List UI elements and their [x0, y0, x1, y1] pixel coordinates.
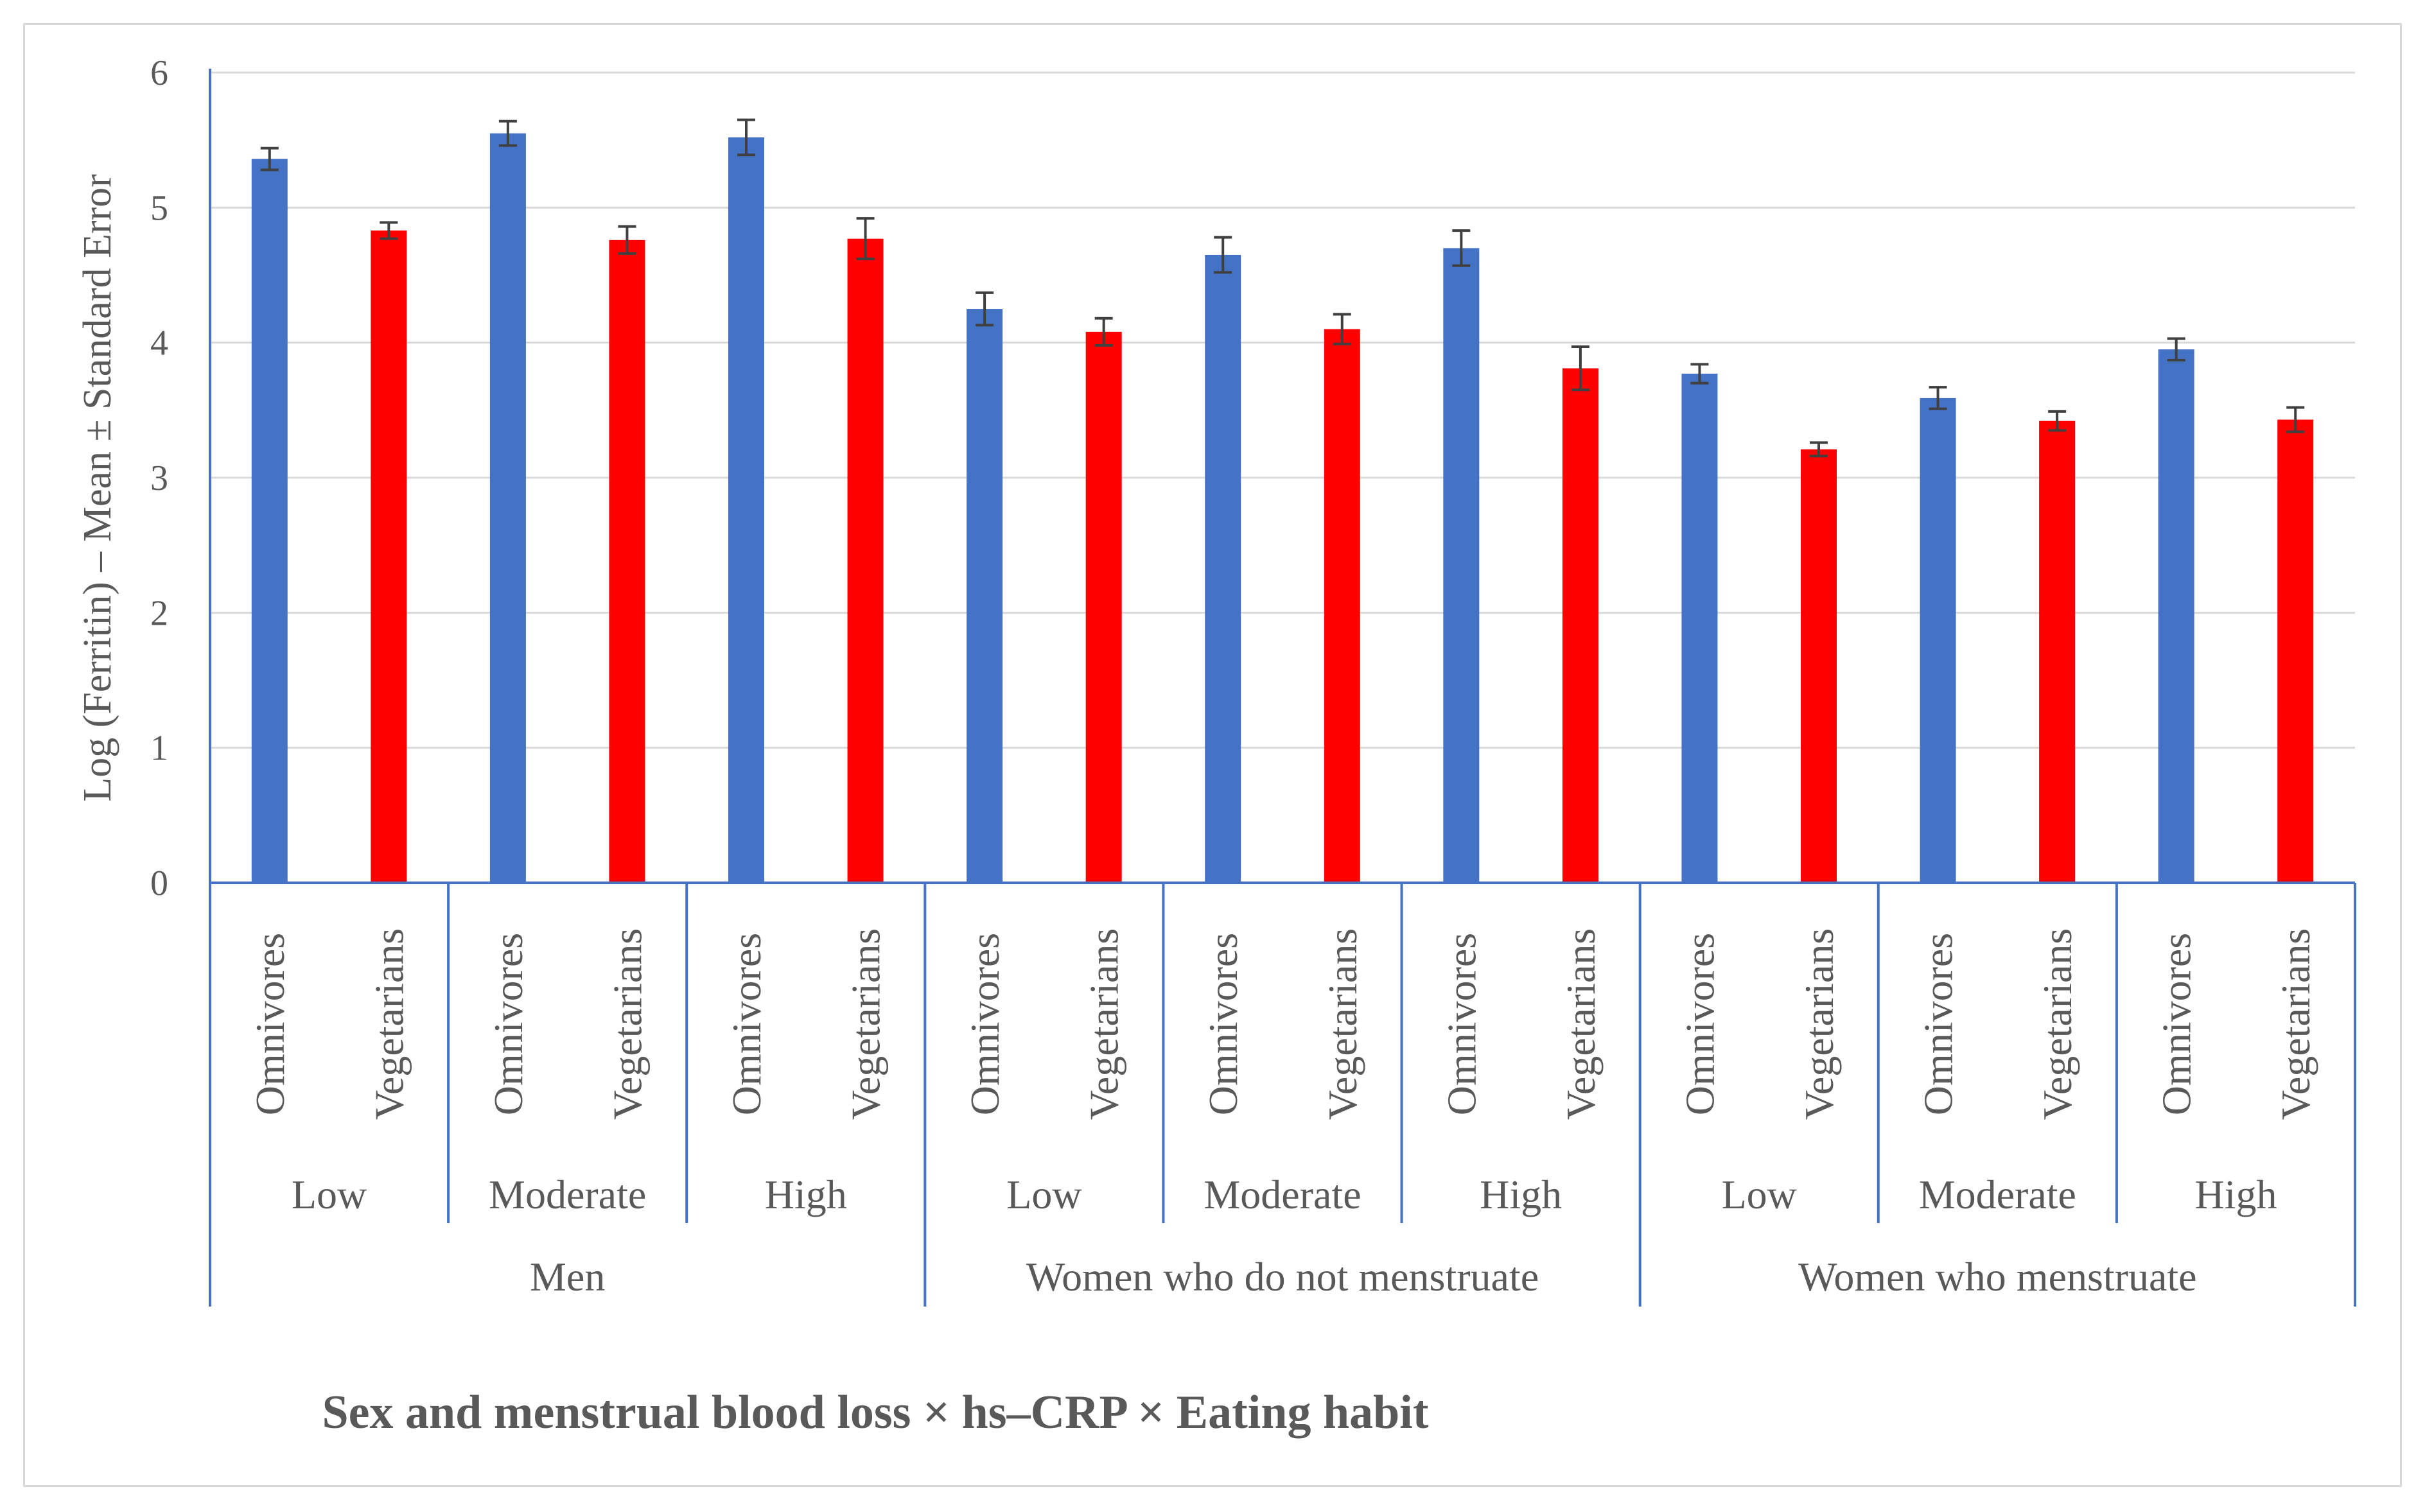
category-label-eating-habit: Vegetarians [1081, 928, 1127, 1120]
category-label-eating-habit: Omnivores [1677, 933, 1722, 1115]
bar-omnivores [1205, 254, 1241, 883]
y-tick-label: 1 [150, 729, 168, 769]
category-label-hs-crp: High [1480, 1172, 1562, 1217]
y-tick-label: 0 [150, 864, 168, 903]
category-label-hs-crp: Moderate [1204, 1172, 1361, 1217]
category-label-eating-habit: Vegetarians [604, 928, 650, 1120]
category-label-eating-habit: Vegetarians [2273, 928, 2318, 1120]
y-axis-title: Log (Ferritin) – Mean ± Standard Error [76, 174, 119, 802]
bar-omnivores [1681, 374, 1718, 883]
category-label-eating-habit: Vegetarians [843, 928, 889, 1120]
category-label-eating-habit: Vegetarians [1320, 928, 1365, 1120]
bar-omnivores [967, 309, 1003, 883]
bar-vegetarians [2277, 419, 2314, 883]
bars [251, 133, 2314, 883]
category-label-eating-habit: Omnivores [724, 933, 769, 1115]
y-tick-label: 6 [150, 53, 168, 93]
gridlines [210, 71, 2355, 749]
category-label-eating-habit: Omnivores [1439, 933, 1484, 1115]
bar-omnivores [2158, 349, 2194, 883]
category-label-eating-habit: Omnivores [1916, 933, 1961, 1115]
category-label-sex-group: Women who do not menstruate [1026, 1254, 1539, 1299]
category-label-hs-crp: High [765, 1172, 847, 1217]
category-label-hs-crp: Moderate [1919, 1172, 2076, 1217]
bar-vegetarians [1801, 449, 1837, 883]
category-axis [209, 69, 2356, 1307]
category-label-sex-group: Men [530, 1254, 605, 1299]
category-label-eating-habit: Omnivores [2154, 933, 2200, 1115]
bar-omnivores [251, 159, 288, 883]
category-labels: Omnivores Vegetarians Omnivores Vegetarians… [247, 928, 2318, 1299]
category-label-eating-habit: Omnivores [247, 933, 293, 1115]
bar-omnivores [1920, 397, 1956, 883]
bar-vegetarians [847, 238, 884, 883]
category-label-hs-crp: High [2194, 1172, 2277, 1217]
category-label-eating-habit: Vegetarians [1796, 928, 1842, 1120]
category-label-eating-habit: Omnivores [1200, 933, 1246, 1115]
bar-vegetarians [609, 239, 645, 883]
category-label-eating-habit: Vegetarians [2035, 928, 2080, 1120]
category-label-hs-crp: Low [292, 1172, 367, 1217]
category-label-eating-habit: Vegetarians [366, 928, 412, 1120]
bar-omnivores [728, 137, 764, 883]
category-label-hs-crp: Low [1722, 1172, 1797, 1217]
x-axis-title: Sex and menstrual blood loss × hs–CRP × … [322, 1386, 1429, 1439]
error-bars [260, 118, 2305, 458]
bar-vegetarians [371, 230, 407, 883]
category-label-eating-habit: Omnivores [486, 933, 531, 1115]
category-label-hs-crp: Moderate [489, 1172, 646, 1217]
y-tick-label: 4 [150, 324, 168, 363]
chart-frame [23, 23, 2402, 1487]
bar-vegetarians [1562, 368, 1598, 883]
bar-vegetarians [1085, 331, 1122, 883]
category-label-eating-habit: Vegetarians [1558, 928, 1604, 1120]
y-tick-labels: 0 1 2 3 4 5 6 [150, 53, 168, 903]
bar-vegetarians [2039, 421, 2076, 883]
category-label-sex-group: Women who menstruate [1798, 1254, 2196, 1299]
y-tick-label: 5 [150, 188, 168, 228]
category-label-hs-crp: Low [1006, 1172, 1081, 1217]
bar-vegetarians [1324, 329, 1360, 883]
y-tick-label: 2 [150, 593, 168, 633]
bar-omnivores [489, 133, 526, 883]
category-label-eating-habit: Omnivores [962, 933, 1008, 1115]
y-tick-label: 3 [150, 458, 168, 498]
bar-omnivores [1443, 248, 1480, 883]
